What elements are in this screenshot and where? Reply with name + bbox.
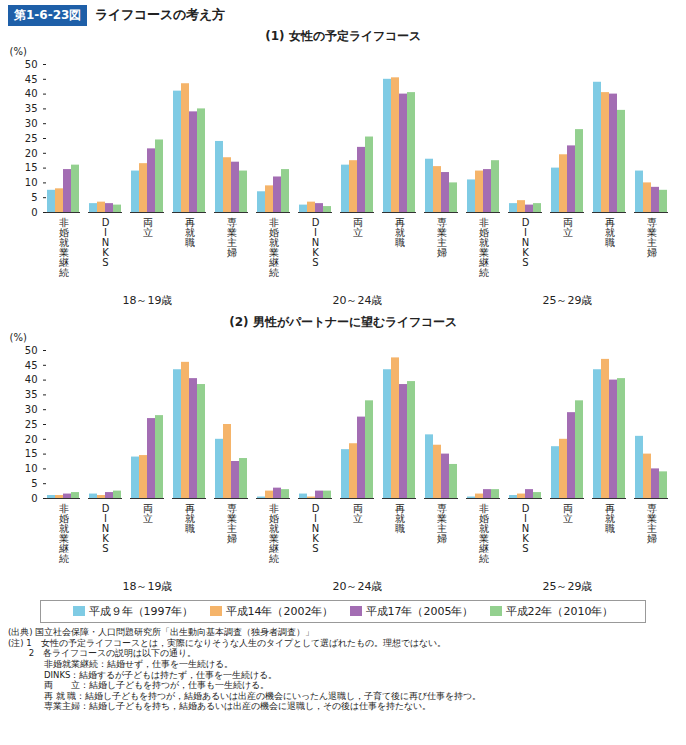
svg-text:再就職: 再就職 xyxy=(185,503,195,534)
html-text:両 立：結婚し子どもを持つが，仕事も一生続ける。: 両 立：結婚し子どもを持つが，仕事も一生続ける。 xyxy=(8,680,269,691)
svg-text:5: 5 xyxy=(31,478,37,489)
html-text:DINKS：結婚するが子どもは持たず，仕事を一生続ける。: DINKS：結婚するが子どもは持たず，仕事を一生続ける。 xyxy=(8,669,278,680)
svg-text:両立: 両立 xyxy=(353,217,363,238)
html-text:平成９年（1997年）: 平成９年（1997年） xyxy=(88,605,194,618)
html-text:再 就 職：結婚し子どもを持つが，結婚あるいは出産の機会にい: 再 就 職：結婚し子どもを持つが，結婚あるいは出産の機会にいったん退職し，子育て… xyxy=(8,690,482,701)
svg-text:45: 45 xyxy=(25,74,38,85)
svg-text:非婚就業継続: 非婚就業継続 xyxy=(478,503,489,564)
svg-text:25～29歳: 25～29歳 xyxy=(543,294,593,307)
svg-text:再就職: 再就職 xyxy=(605,217,615,248)
svg-text:18～19歳: 18～19歳 xyxy=(123,294,173,307)
svg-text:非婚就業継続: 非婚就業継続 xyxy=(268,503,279,564)
svg-text:50: 50 xyxy=(25,59,38,70)
html-text:平成22年（2010年）: 平成22年（2010年） xyxy=(505,605,614,618)
html-text:平成14年（2002年）: 平成14年（2002年） xyxy=(225,605,334,618)
svg-text:再就職: 再就職 xyxy=(395,503,405,534)
svg-text:非婚就業継続: 非婚就業継続 xyxy=(58,503,69,564)
svg-text:非婚就業継続: 非婚就業継続 xyxy=(478,217,489,278)
svg-text:両立: 両立 xyxy=(563,217,573,238)
svg-text:両立: 両立 xyxy=(353,503,363,524)
svg-text:(%): (%) xyxy=(10,46,27,57)
svg-text:専業主婦: 専業主婦 xyxy=(437,503,447,544)
svg-text:DINKS: DINKS xyxy=(522,217,530,268)
svg-text:40: 40 xyxy=(25,374,38,385)
html-text:(1) 女性の予定ライフコース: (1) 女性の予定ライフコース xyxy=(265,29,421,43)
svg-text:20: 20 xyxy=(25,434,38,445)
svg-text:50: 50 xyxy=(25,345,38,356)
svg-text:専業主婦: 専業主婦 xyxy=(227,503,237,544)
svg-text:35: 35 xyxy=(25,389,38,400)
html-text:(出典) 国立社会保障・人口問題研究所「出生動向基本調査（独: (出典) 国立社会保障・人口問題研究所「出生動向基本調査（独身者調査）」 xyxy=(8,627,315,637)
svg-text:DINKS: DINKS xyxy=(102,503,110,554)
svg-text:非婚就業継続: 非婚就業継続 xyxy=(268,217,279,278)
html-text:(注) 1 女性の予定ライフコースとは，実際になりそうな人生: (注) 1 女性の予定ライフコースとは，実際になりそうな人生のタイプとして選ばれ… xyxy=(8,637,446,648)
svg-text:25: 25 xyxy=(25,133,38,144)
svg-text:20: 20 xyxy=(25,148,38,159)
svg-text:20～24歳: 20～24歳 xyxy=(333,580,383,593)
svg-text:DINKS: DINKS xyxy=(522,503,530,554)
html-text:第1-6-23図: 第1-6-23図 xyxy=(14,7,82,22)
svg-text:30: 30 xyxy=(25,404,38,415)
svg-text:20～24歳: 20～24歳 xyxy=(333,294,383,307)
svg-text:(%): (%) xyxy=(10,332,27,343)
svg-text:15: 15 xyxy=(25,162,38,173)
svg-text:40: 40 xyxy=(25,88,38,99)
html-text:非婚就業継続：結婚せず，仕事を一生続ける。: 非婚就業継続：結婚せず，仕事を一生続ける。 xyxy=(8,658,233,669)
svg-text:DINKS: DINKS xyxy=(312,503,320,554)
svg-text:0: 0 xyxy=(31,493,37,504)
html-text:ライフコースの考え方: ライフコースの考え方 xyxy=(95,7,226,22)
svg-text:DINKS: DINKS xyxy=(102,217,110,268)
svg-text:専業主婦: 専業主婦 xyxy=(647,217,657,258)
html-text:平成17年（2005年）: 平成17年（2005年） xyxy=(365,605,474,618)
svg-text:再就職: 再就職 xyxy=(395,217,405,248)
html-text:2 各ライフコースの説明は以下の通り。: 2 各ライフコースの説明は以下の通り。 xyxy=(8,648,197,659)
svg-text:10: 10 xyxy=(25,463,38,474)
svg-text:専業主婦: 専業主婦 xyxy=(227,217,237,258)
svg-text:両立: 両立 xyxy=(143,217,153,238)
html-text:(2) 男性がパートナーに望むライフコース: (2) 男性がパートナーに望むライフコース xyxy=(229,315,457,329)
svg-text:専業主婦: 専業主婦 xyxy=(647,503,657,544)
svg-text:両立: 両立 xyxy=(563,503,573,524)
html-text:専業主婦：結婚し子どもを持ち，結婚あるいは出産の機会に退職し: 専業主婦：結婚し子どもを持ち，結婚あるいは出産の機会に退職し，その後は仕事を持た… xyxy=(8,701,431,712)
svg-text:45: 45 xyxy=(25,360,38,371)
svg-text:専業主婦: 専業主婦 xyxy=(437,217,447,258)
svg-text:25～29歳: 25～29歳 xyxy=(543,580,593,593)
svg-text:再就職: 再就職 xyxy=(185,217,195,248)
svg-text:再就職: 再就職 xyxy=(605,503,615,534)
svg-text:DINKS: DINKS xyxy=(312,217,320,268)
svg-text:35: 35 xyxy=(25,103,38,114)
svg-text:25: 25 xyxy=(25,419,38,430)
svg-text:15: 15 xyxy=(25,448,38,459)
svg-text:30: 30 xyxy=(25,118,38,129)
svg-text:10: 10 xyxy=(25,177,38,188)
svg-text:18～19歳: 18～19歳 xyxy=(123,580,173,593)
svg-text:5: 5 xyxy=(31,192,37,203)
svg-text:非婚就業継続: 非婚就業継続 xyxy=(58,217,69,278)
svg-text:0: 0 xyxy=(31,207,37,218)
svg-text:両立: 両立 xyxy=(143,503,153,524)
